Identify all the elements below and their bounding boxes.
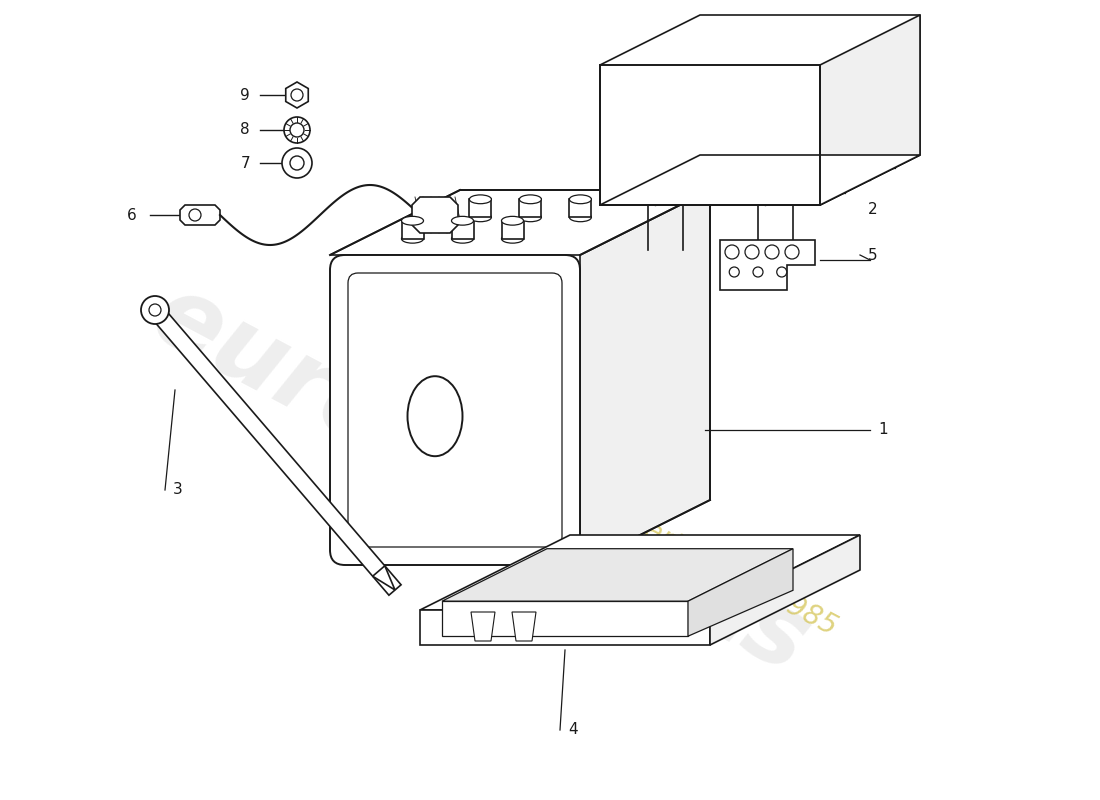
Ellipse shape (402, 234, 424, 243)
Polygon shape (330, 190, 710, 255)
Ellipse shape (470, 213, 492, 222)
Polygon shape (600, 155, 920, 205)
Polygon shape (442, 602, 688, 636)
Circle shape (148, 304, 161, 316)
Text: 7: 7 (241, 155, 250, 170)
Ellipse shape (470, 195, 492, 204)
Polygon shape (512, 612, 536, 641)
Polygon shape (373, 566, 395, 590)
Text: 9: 9 (240, 87, 250, 102)
Ellipse shape (519, 213, 541, 222)
Text: eurocarparts: eurocarparts (135, 266, 825, 694)
Ellipse shape (451, 216, 473, 225)
Text: 2: 2 (868, 202, 878, 218)
Circle shape (785, 245, 799, 259)
Text: 3: 3 (173, 482, 183, 498)
Polygon shape (180, 205, 220, 225)
Text: 4: 4 (568, 722, 578, 738)
Circle shape (754, 267, 763, 277)
Circle shape (290, 156, 304, 170)
Circle shape (189, 209, 201, 221)
Ellipse shape (451, 234, 473, 243)
Polygon shape (470, 199, 492, 218)
Circle shape (777, 267, 786, 277)
Polygon shape (402, 221, 424, 238)
Polygon shape (471, 612, 495, 641)
Polygon shape (442, 549, 793, 602)
Polygon shape (420, 535, 860, 610)
Circle shape (141, 296, 169, 324)
Polygon shape (502, 221, 524, 238)
Polygon shape (451, 221, 473, 238)
Polygon shape (710, 535, 860, 645)
Polygon shape (420, 610, 710, 645)
Text: 6: 6 (128, 207, 138, 222)
Polygon shape (570, 199, 592, 218)
Polygon shape (600, 15, 920, 205)
Polygon shape (820, 15, 920, 205)
Circle shape (729, 267, 739, 277)
Circle shape (292, 89, 302, 101)
Polygon shape (688, 549, 793, 636)
Circle shape (745, 245, 759, 259)
Text: 8: 8 (241, 122, 250, 138)
Ellipse shape (402, 216, 424, 225)
Polygon shape (519, 199, 541, 218)
Ellipse shape (502, 234, 524, 243)
Ellipse shape (407, 376, 462, 456)
Text: 1: 1 (878, 422, 888, 438)
Polygon shape (580, 190, 710, 565)
Polygon shape (720, 240, 815, 290)
Ellipse shape (570, 213, 592, 222)
FancyBboxPatch shape (330, 255, 580, 565)
Circle shape (290, 123, 304, 137)
Ellipse shape (570, 195, 592, 204)
Text: a passion for parts since 1985: a passion for parts since 1985 (459, 419, 842, 641)
Circle shape (282, 148, 312, 178)
Polygon shape (412, 197, 458, 233)
Polygon shape (148, 305, 402, 595)
Ellipse shape (502, 216, 524, 225)
Circle shape (764, 245, 779, 259)
Circle shape (725, 245, 739, 259)
Text: 5: 5 (868, 247, 878, 262)
Circle shape (284, 117, 310, 143)
Ellipse shape (519, 195, 541, 204)
